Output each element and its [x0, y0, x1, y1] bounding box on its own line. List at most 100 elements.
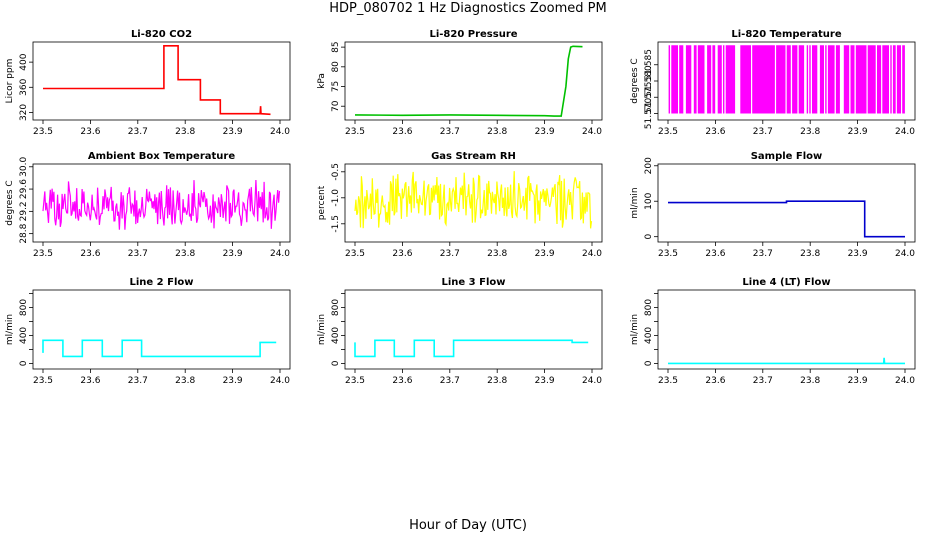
y-tick-label: 85 [331, 41, 341, 52]
x-tick-label: 23.7 [440, 249, 460, 259]
y-tick-label: 0 [331, 360, 341, 366]
x-tick-label: 23.6 [80, 249, 100, 259]
y-axis-label: kPa [317, 73, 327, 89]
y-axis-label: degrees C [630, 58, 640, 103]
chart-panel: Li-820 CO2 23.5 23.6 23.7 23.8 23.9 24.0 320 360… [5, 29, 291, 137]
chart-panel: Gas Stream RH 23.5 23.6 23.7 23.8 23.9 24.0 -1.… [317, 151, 603, 259]
chart-title: Li-820 Pressure [429, 29, 517, 40]
y-tick-label: 29.6 [19, 179, 29, 199]
y-axis-label: ml/min [317, 314, 327, 345]
x-tick-label: 24.0 [270, 249, 290, 259]
x-tick-label: 23.8 [800, 249, 820, 259]
y-tick-label: 75 [331, 81, 341, 92]
chart-panel: Sample Flow 23.5 23.6 23.7 23.8 23.9 24.0 0 100 2… [630, 151, 916, 259]
x-tick-label: 23.8 [487, 376, 507, 386]
x-tick-label: 24.0 [895, 249, 915, 259]
series-line [354, 45, 583, 117]
chart-title: Ambient Box Temperature [88, 151, 235, 162]
x-tick-label: 23.7 [440, 376, 460, 386]
x-tick-label: 23.9 [223, 127, 243, 137]
plot-frame [32, 163, 291, 243]
series-line [43, 44, 271, 116]
x-tick-label: 23.8 [487, 249, 507, 259]
x-tick-label: 23.5 [658, 376, 678, 386]
x-tick-label: 23.6 [392, 376, 412, 386]
x-tick-label: 23.8 [487, 127, 507, 137]
series-line [42, 339, 277, 358]
x-tick-label: 23.8 [800, 127, 820, 137]
y-tick-label: 800 [19, 299, 29, 316]
y-tick-label: 51.580 [644, 65, 654, 97]
chart-panel: Line 2 Flow 23.5 23.6 23.7 23.8 23.9 24.0 0 400 8… [5, 277, 291, 386]
x-tick-label: 23.5 [345, 249, 365, 259]
x-tick-label: 24.0 [895, 127, 915, 137]
data-series [668, 357, 905, 365]
x-tick-label: 23.5 [33, 127, 53, 137]
series-line [668, 45, 905, 114]
x-tick-label: 24.0 [582, 249, 602, 259]
y-tick-label: 360 [19, 78, 29, 95]
y-tick-label: 51.585 [644, 49, 654, 81]
x-tick-label: 23.5 [345, 127, 365, 137]
x-tick-label: 23.9 [848, 127, 868, 137]
x-tick-label: 23.6 [80, 127, 100, 137]
y-tick-label: 200 [644, 157, 654, 174]
chart-panel: Li-820 Pressure 23.5 23.6 23.7 23.8 23.9 24.0 7… [317, 29, 603, 137]
x-tick-label: 23.6 [705, 127, 725, 137]
x-tick-label: 23.9 [223, 376, 243, 386]
y-tick-label: 400 [19, 327, 29, 344]
x-tick-label: 23.9 [535, 249, 555, 259]
x-tick-label: 23.8 [175, 127, 195, 137]
figure-title: HDP_080702 1 Hz Diagnostics Zoomed PM [329, 1, 607, 16]
data-series [354, 171, 593, 229]
series-line [354, 339, 589, 358]
y-tick-label: 800 [331, 299, 341, 316]
x-tick-label: 23.8 [175, 376, 195, 386]
y-tick-label: 70 [331, 100, 341, 112]
x-tick-label: 23.6 [80, 376, 100, 386]
data-series [668, 45, 905, 114]
y-tick-label: 28.8 [19, 223, 29, 243]
y-tick-label: 51.570 [644, 97, 654, 129]
plot-frame [657, 163, 916, 243]
y-tick-label: 30.0 [19, 156, 29, 176]
y-axis-label: percent [317, 185, 327, 220]
x-axis-title: Hour of Day (UTC) [409, 518, 527, 533]
plot-frame [32, 289, 291, 370]
x-tick-label: 23.6 [705, 376, 725, 386]
y-tick-label: -1.0 [331, 189, 341, 207]
y-axis-label: Licor ppm [5, 59, 15, 104]
y-tick-label: 800 [644, 299, 654, 316]
plot-frame [344, 163, 603, 243]
y-axis-label: degrees C [5, 180, 15, 225]
chart-title: Gas Stream RH [431, 151, 516, 162]
y-tick-label: 100 [644, 192, 654, 209]
data-series [42, 339, 277, 358]
y-tick-label: 400 [19, 53, 29, 70]
y-tick-label: 51.575 [644, 82, 654, 114]
plot-frame [344, 289, 603, 370]
y-tick-label: 29.2 [19, 201, 29, 221]
x-tick-label: 24.0 [895, 376, 915, 386]
x-tick-label: 24.0 [270, 376, 290, 386]
y-tick-label: 0 [644, 234, 654, 240]
x-tick-label: 23.8 [175, 249, 195, 259]
chart-panel: Ambient Box Temperature 23.5 23.6 23.7 23.8 2… [5, 151, 291, 259]
x-tick-label: 23.7 [753, 127, 773, 137]
x-tick-label: 23.8 [800, 376, 820, 386]
x-tick-label: 23.9 [223, 249, 243, 259]
x-tick-label: 23.7 [128, 127, 148, 137]
x-tick-label: 23.7 [753, 249, 773, 259]
plot-frame [344, 41, 603, 121]
x-tick-label: 23.7 [128, 376, 148, 386]
y-tick-label: -1.5 [331, 215, 341, 233]
y-tick-label: 0 [19, 360, 29, 366]
plot-frame [32, 41, 291, 121]
y-axis-label: ml/min [5, 314, 15, 345]
x-tick-label: 23.6 [392, 249, 412, 259]
y-tick-label: 80 [331, 61, 341, 73]
plot-frame [657, 289, 916, 370]
y-tick-label: 400 [644, 327, 654, 344]
series-line [354, 171, 593, 229]
